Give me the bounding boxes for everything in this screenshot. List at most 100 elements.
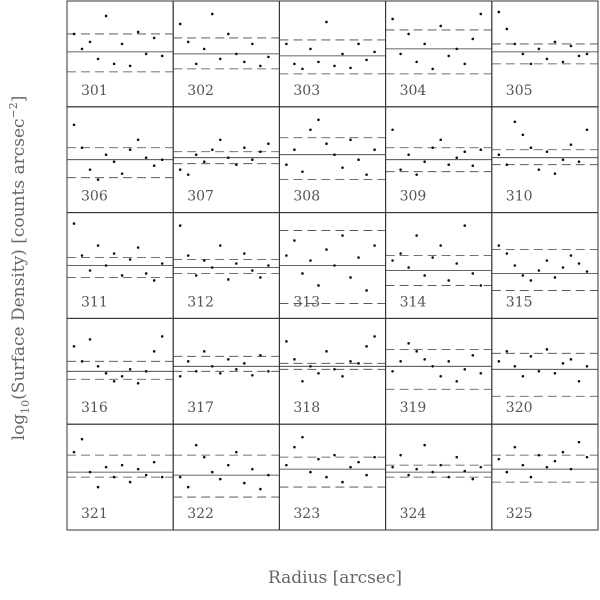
point — [202, 160, 206, 163]
point — [471, 272, 475, 275]
point — [120, 172, 124, 175]
y-axis-label: log10(Surface Density) [counts arcsec−2] — [7, 96, 32, 441]
point — [152, 460, 156, 464]
point — [333, 368, 336, 371]
point — [439, 138, 443, 142]
point — [235, 163, 238, 166]
point — [365, 58, 368, 62]
point — [317, 457, 320, 461]
point — [128, 148, 132, 152]
point — [447, 475, 451, 479]
point — [505, 252, 509, 255]
point — [505, 350, 509, 353]
point — [218, 57, 222, 61]
point — [399, 453, 402, 457]
point — [373, 455, 376, 459]
point — [569, 358, 573, 361]
point — [202, 455, 206, 459]
point — [317, 118, 320, 122]
point — [120, 42, 124, 46]
point — [72, 450, 76, 454]
panel-label: 302 — [187, 83, 214, 99]
point — [120, 463, 124, 467]
point — [309, 128, 312, 132]
point — [72, 345, 76, 348]
point — [120, 374, 124, 378]
point — [349, 276, 352, 279]
point — [545, 465, 549, 469]
point — [309, 470, 312, 474]
panel-label: 308 — [293, 189, 320, 205]
panel-label: 312 — [187, 294, 214, 310]
point — [210, 148, 214, 152]
point — [88, 40, 92, 44]
point — [585, 365, 589, 368]
point — [537, 269, 541, 272]
point — [585, 270, 589, 273]
point — [152, 164, 156, 167]
panel-label: 305 — [506, 83, 533, 99]
point — [243, 252, 246, 255]
point — [88, 338, 92, 341]
point — [521, 374, 525, 378]
point — [309, 259, 312, 262]
point — [463, 469, 467, 473]
point — [267, 142, 270, 146]
point — [439, 244, 443, 247]
point — [529, 475, 533, 479]
point — [391, 128, 394, 132]
point — [341, 52, 344, 56]
point — [144, 272, 148, 275]
panel-label: 307 — [187, 189, 214, 205]
panel-label: 323 — [293, 506, 320, 522]
point — [160, 54, 164, 58]
point — [431, 365, 434, 368]
point — [285, 163, 288, 166]
point — [399, 252, 402, 255]
point — [479, 12, 483, 16]
point — [136, 467, 140, 471]
point — [569, 143, 573, 147]
point — [301, 435, 304, 439]
point — [521, 463, 525, 467]
point — [455, 379, 459, 383]
point — [513, 42, 517, 46]
point — [521, 274, 525, 277]
point — [455, 156, 459, 160]
point — [96, 365, 100, 368]
point — [259, 64, 262, 68]
point — [391, 259, 394, 262]
point — [72, 123, 76, 127]
point — [399, 168, 402, 171]
point — [259, 150, 262, 154]
point — [497, 10, 501, 14]
point — [120, 274, 124, 277]
panel-frame — [491, 423, 599, 531]
point — [399, 360, 402, 363]
point — [267, 473, 270, 477]
point — [309, 47, 312, 51]
panel-label: 318 — [293, 400, 320, 416]
panel-label: 315 — [506, 294, 533, 310]
point — [553, 276, 557, 279]
point — [373, 148, 376, 152]
panel-label: 317 — [187, 400, 214, 416]
point — [391, 465, 394, 469]
point — [471, 37, 475, 41]
y-label-part: ] — [9, 96, 29, 103]
point — [585, 52, 589, 56]
point — [513, 365, 517, 368]
point — [243, 146, 246, 150]
point — [423, 358, 426, 361]
panel-label: 320 — [506, 400, 533, 416]
point — [357, 256, 360, 259]
point — [577, 262, 581, 265]
point — [227, 463, 230, 467]
point — [479, 148, 483, 152]
point — [471, 164, 475, 167]
point — [463, 224, 467, 227]
point — [285, 42, 288, 46]
point — [112, 160, 116, 163]
point — [293, 148, 296, 152]
point — [96, 178, 100, 181]
